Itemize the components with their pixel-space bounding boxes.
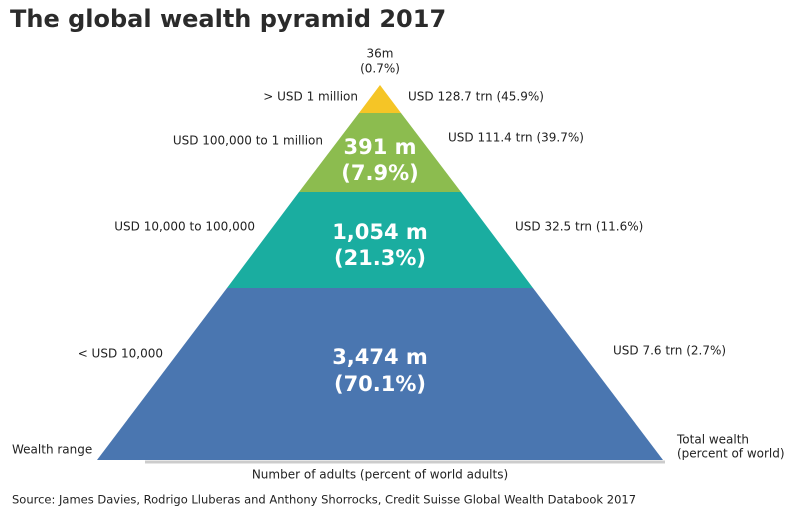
- adults: 3,474 m: [332, 345, 428, 369]
- wealth: USD 7.6 trn (2.7%): [613, 344, 726, 358]
- range: > USD 1 million: [263, 90, 358, 104]
- adults-pct: (70.1%): [334, 372, 426, 396]
- adults-pct: (21.3%): [334, 246, 426, 270]
- range: < USD 10,000: [78, 347, 163, 361]
- wealth: USD 32.5 trn (11.6%): [515, 220, 643, 234]
- right-axis-label: (percent of world): [677, 447, 785, 461]
- adults-pct: (0.7%): [360, 62, 400, 76]
- range: USD 10,000 to 100,000: [114, 220, 255, 234]
- tier-4: [97, 288, 663, 460]
- bottom-axis-label: Number of adults (percent of world adult…: [252, 468, 508, 482]
- wealth: USD 111.4 trn (39.7%): [448, 131, 584, 145]
- range: USD 100,000 to 1 million: [173, 134, 323, 148]
- adults: 1,054 m: [332, 220, 428, 244]
- adults-pct: (7.9%): [341, 161, 418, 185]
- tier-top: [359, 85, 401, 113]
- tier-2: [299, 113, 461, 192]
- title: The global wealth pyramid 2017: [10, 5, 446, 33]
- wealth: USD 128.7 trn (45.9%): [408, 90, 544, 104]
- adults: 391 m: [343, 135, 416, 159]
- left-axis-label: Wealth range: [12, 443, 92, 457]
- adults: 36m: [367, 47, 394, 61]
- tier-3: [227, 192, 533, 288]
- right-axis-label: Total wealth: [676, 433, 749, 447]
- source: Source: James Davies, Rodrigo Lluberas a…: [12, 493, 636, 507]
